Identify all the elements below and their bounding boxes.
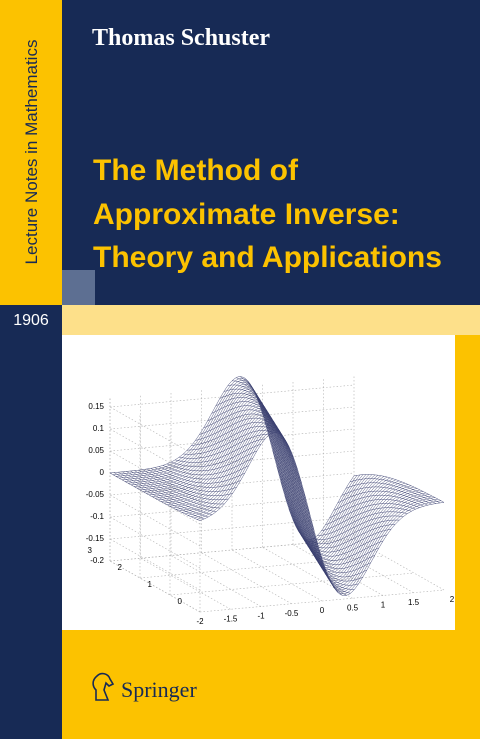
x-tick-label: 0	[320, 606, 325, 615]
mesh-line	[117, 472, 209, 518]
title-line: The Method of	[93, 154, 299, 187]
mesh-line	[113, 472, 205, 520]
mesh-line	[329, 499, 420, 519]
y-tick-label: 2	[118, 563, 123, 572]
z-tick-label: 0	[100, 468, 105, 477]
x-tick-label: 2	[450, 595, 455, 604]
mesh-line	[122, 471, 213, 515]
mesh-line	[166, 450, 257, 472]
mesh-line	[187, 426, 278, 451]
mesh-line	[317, 511, 408, 536]
mesh-line	[138, 469, 229, 501]
grid-line	[109, 406, 355, 430]
publisher: Springer	[121, 677, 197, 702]
x-tick-label: -0.5	[285, 609, 299, 618]
mesh-line	[146, 468, 237, 492]
y-tick-label: 0	[178, 597, 183, 606]
mesh-line	[158, 465, 249, 480]
mesh-line	[211, 401, 302, 484]
mesh-line	[183, 430, 274, 455]
mesh-line	[179, 434, 270, 459]
mesh-line	[280, 481, 371, 574]
logo-horse	[92, 672, 115, 701]
z-tick-label: 0.1	[93, 424, 105, 433]
title-line: Approximate Inverse:	[93, 198, 400, 231]
mesh-line	[207, 405, 298, 470]
mesh-line	[162, 457, 254, 476]
x-tick-label: -1.5	[224, 614, 238, 623]
y-tick-label: 3	[88, 546, 93, 555]
mesh-line	[227, 384, 319, 545]
mesh-line	[325, 503, 416, 525]
grid-line	[199, 589, 445, 613]
z-tick-label: -0.2	[90, 556, 104, 565]
left-strip	[0, 305, 62, 739]
grid-line	[109, 450, 355, 474]
title-line: Theory and Applications	[93, 241, 442, 274]
mesh-line	[276, 465, 367, 578]
mesh-line	[126, 471, 217, 512]
z-tick-label: -0.1	[90, 512, 104, 521]
mesh-line	[353, 474, 445, 503]
mesh-line	[313, 515, 404, 540]
mesh-line	[134, 470, 225, 505]
mesh-line	[292, 519, 384, 561]
volume-band	[62, 305, 480, 335]
x-tick-label: -2	[196, 617, 204, 626]
mesh-line	[191, 421, 282, 446]
mesh-line	[130, 470, 221, 509]
mesh-line	[309, 519, 400, 545]
y-tick-label: 1	[148, 580, 153, 589]
mesh-line	[260, 407, 351, 594]
mesh-line	[305, 524, 396, 549]
mesh-line	[223, 388, 315, 530]
mesh-line	[256, 396, 347, 596]
x-tick-label: 1.5	[408, 598, 420, 607]
surface-plot: 0.15 0.1 0.05 0 -0.05 -0.1 -0.15 -0.2 0 1 2 3 -2 -1.5…	[86, 376, 455, 626]
volume-number: 1906	[13, 312, 49, 329]
x-tick-label: 0.5	[347, 603, 359, 612]
grid-line	[109, 516, 355, 540]
mesh-line	[272, 450, 363, 582]
mesh-line	[300, 528, 392, 553]
mesh-line	[236, 377, 327, 571]
mesh-line	[175, 438, 266, 463]
mesh-line	[333, 494, 424, 511]
grid-line	[109, 384, 355, 408]
springer-logo	[92, 672, 115, 701]
grid-line	[169, 572, 415, 596]
mesh-line	[345, 482, 437, 504]
figure-panel	[62, 335, 455, 630]
z-tick-label: -0.05	[86, 490, 105, 499]
top-panel	[62, 0, 480, 305]
mesh-line	[154, 467, 245, 484]
mesh-line	[109, 472, 201, 521]
series-label: Lecture Notes in Mathematics	[22, 40, 41, 265]
mesh-line	[341, 486, 432, 505]
mesh-line	[337, 490, 428, 506]
grid-line	[109, 428, 355, 452]
z-tick-label: 0.15	[88, 402, 104, 411]
mesh-line	[349, 478, 441, 504]
grid-line	[109, 472, 355, 496]
mesh-line	[142, 469, 233, 496]
mesh-line	[296, 528, 388, 557]
mesh-line	[284, 495, 376, 569]
x-tick-label: -1	[257, 612, 265, 621]
mesh-line	[170, 444, 262, 467]
mesh-line	[215, 397, 306, 499]
accent-square	[62, 270, 95, 305]
author: Thomas Schuster	[92, 25, 270, 51]
mesh-line	[264, 420, 355, 590]
mesh-line	[321, 507, 412, 532]
mesh-line	[150, 468, 241, 488]
z-tick-label: -0.15	[86, 534, 105, 543]
z-tick-label: 0.05	[88, 446, 104, 455]
mesh-line	[231, 380, 323, 559]
x-tick-label: 1	[381, 601, 386, 610]
grid-line	[109, 494, 355, 518]
